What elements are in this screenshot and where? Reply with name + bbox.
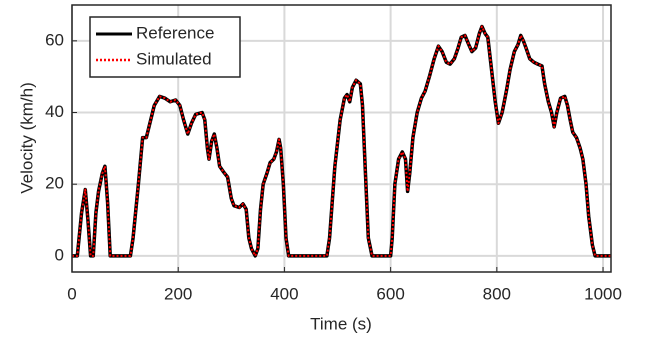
x-axis-label: Time (s)	[310, 314, 372, 333]
x-tick-label: 400	[270, 284, 298, 303]
legend-label: Reference	[136, 23, 214, 42]
y-tick-label: 20	[45, 174, 64, 193]
legend-box	[89, 16, 241, 78]
legend-label: Simulated	[136, 49, 212, 68]
x-tick-label: 800	[483, 284, 511, 303]
y-axis-label: Velocity (km/h)	[17, 82, 36, 193]
x-tick-label: 1000	[584, 284, 622, 303]
y-tick-label: 60	[45, 30, 64, 49]
x-tick-label: 200	[164, 284, 192, 303]
x-tick-label: 0	[67, 284, 76, 303]
plot-frame	[71, 4, 612, 273]
series-line	[72, 25, 611, 257]
y-tick-label: 0	[55, 245, 64, 264]
x-tick-label: 600	[376, 284, 404, 303]
y-tick-label: 40	[45, 102, 64, 121]
